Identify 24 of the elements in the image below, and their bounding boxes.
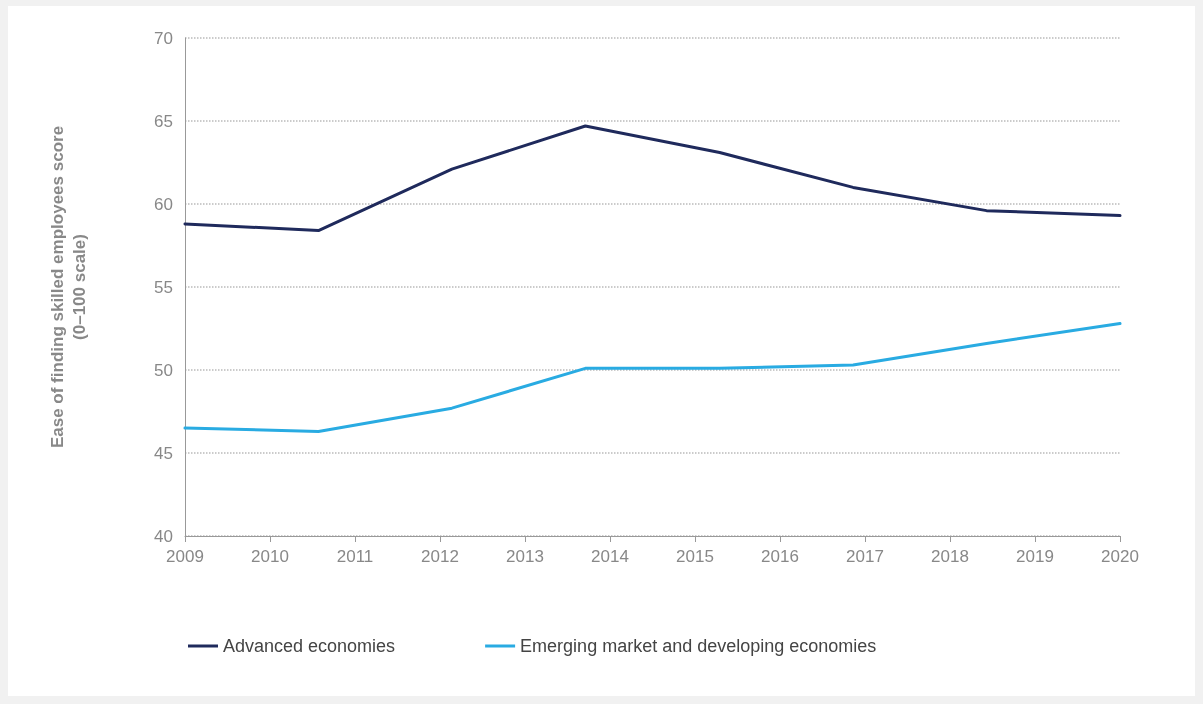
y-tick-label: 45 [154, 443, 173, 463]
legend-label: Emerging market and developing economies [520, 636, 877, 656]
x-tick-label: 2016 [761, 547, 799, 566]
x-tick-label: 2013 [506, 547, 544, 566]
x-tick-label: 2017 [846, 547, 884, 566]
x-tick-label: 2019 [1016, 547, 1054, 566]
x-tick-label: 2009 [166, 547, 204, 566]
y-tick-label: 40 [154, 526, 173, 546]
y-tick-label: 50 [154, 360, 173, 380]
y-axis-title: Ease of finding skilled employees score (0–100 scale) [47, 125, 89, 449]
x-tick-label: 2020 [1101, 547, 1139, 566]
y-tick-label: 70 [154, 28, 173, 48]
x-tick-label: 2012 [421, 547, 459, 566]
x-tick-label: 2010 [251, 547, 289, 566]
x-tick-label: 2015 [676, 547, 714, 566]
x-tick-label: 2018 [931, 547, 969, 566]
y-tick-label: 60 [154, 194, 173, 214]
x-tick-label: 2011 [336, 547, 374, 566]
legend-label: Advanced economies [223, 636, 396, 656]
y-tick-label: 55 [154, 277, 173, 297]
line-series [183, 124, 1122, 233]
y-tick-label: 65 [154, 111, 173, 131]
line-series [183, 322, 1122, 433]
x-tick-label: 2014 [591, 547, 629, 566]
